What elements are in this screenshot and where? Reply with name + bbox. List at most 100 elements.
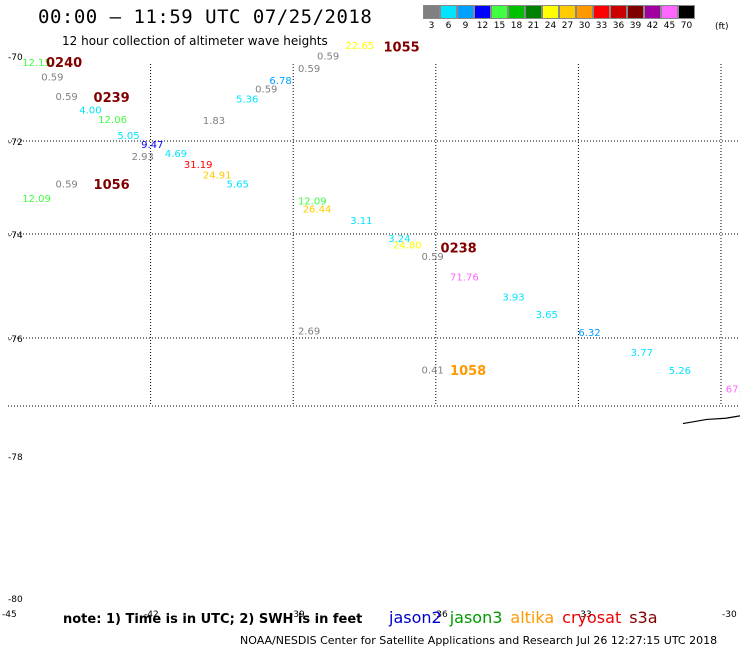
wave-height-label: 24.80	[393, 240, 422, 251]
wave-height-label: 71.76	[450, 273, 479, 284]
satellite-jason3: jason3	[449, 608, 503, 627]
pass-time-label: 0239	[94, 91, 130, 106]
wave-height-label: 0.59	[56, 92, 78, 103]
scale-label: 36	[612, 21, 625, 31]
scale-label: 70	[680, 21, 693, 31]
wave-height-label: 12.15	[22, 58, 51, 69]
wave-height-label: 31.19	[184, 160, 213, 171]
lon-tick-label: -45	[2, 610, 17, 620]
satellite-altika: altika	[510, 608, 555, 627]
scale-label: 18	[510, 21, 523, 31]
scale-units: (ft)	[715, 22, 729, 32]
wave-height-label: 0.59	[317, 52, 339, 63]
scale-label: 15	[493, 21, 506, 31]
pass-time-label: 0238	[441, 242, 477, 257]
scale-swatch	[508, 5, 525, 19]
wave-height-label: 5.05	[117, 131, 139, 142]
scale-swatch	[644, 5, 661, 19]
satellite-s3a: s3a	[629, 608, 658, 627]
wave-height-label: 5.65	[227, 179, 249, 190]
scale-level: 30	[576, 5, 593, 31]
lat-tick-label: -80	[8, 595, 23, 605]
wave-height-label: 12.09	[22, 194, 51, 205]
wave-height-label: 3.11	[350, 216, 372, 227]
wave-height-label: 12.06	[98, 115, 127, 126]
wave-height-label: 3.65	[536, 310, 558, 321]
wave-height-label: 67.2	[726, 385, 740, 396]
wave-height-label: 0.59	[255, 84, 277, 95]
scale-level: 70	[678, 5, 695, 31]
scale-level: 42	[644, 5, 661, 31]
scale-label: 42	[646, 21, 659, 31]
wave-height-label: 4.69	[165, 149, 187, 160]
scale-level: 6	[440, 5, 457, 31]
scale-swatch	[576, 5, 593, 19]
scale-level: 21	[525, 5, 542, 31]
wave-height-label: 3.24	[388, 234, 410, 245]
scale-swatch	[491, 5, 508, 19]
scale-label: 6	[445, 21, 452, 31]
lon-tick-label: -39	[290, 610, 305, 620]
scale-swatch	[627, 5, 644, 19]
scale-level: 24	[542, 5, 559, 31]
scale-label: 33	[595, 21, 608, 31]
lat-tick-label: -78	[8, 453, 23, 463]
wave-height-label: 5.26	[669, 366, 691, 377]
lat-tick-label: -74	[8, 231, 23, 241]
scale-label: 39	[629, 21, 642, 31]
scale-label: 21	[527, 21, 540, 31]
scale-label: 9	[462, 21, 469, 31]
chart-title: 00:00 — 11:59 UTC 07/25/2018	[38, 6, 373, 28]
scale-level: 27	[559, 5, 576, 31]
wave-height-label: 12.09	[298, 197, 327, 208]
wave-height-label: 0.59	[56, 179, 78, 190]
lon-tick-label: -42	[144, 610, 159, 620]
scale-level: 3	[423, 5, 440, 31]
wave-height-label: 0.41	[422, 365, 444, 376]
wave-height-label: 9.47	[141, 140, 163, 151]
scale-label: 27	[561, 21, 574, 31]
lon-tick-label: -30	[722, 610, 737, 620]
wave-height-label: 0.59	[422, 252, 444, 263]
wave-height-label: 0.59	[41, 72, 63, 83]
color-scale-legend: 3 6 9 12 15 18 21 24 27 30 33 36 39 42 45 70	[423, 5, 695, 31]
lat-tick-label: -70	[8, 53, 23, 63]
wave-height-label: 4.00	[79, 106, 101, 117]
scale-swatch	[542, 5, 559, 19]
wave-height-label: 24.91	[203, 170, 232, 181]
wave-height-label: 3.77	[631, 348, 653, 359]
wave-height-label: 3.93	[502, 292, 524, 303]
lat-tick-label: -76	[8, 335, 23, 345]
scale-label: 12	[476, 21, 489, 31]
scale-level: 39	[627, 5, 644, 31]
pass-time-label: 1056	[94, 178, 130, 193]
wave-height-label: 26.44	[303, 204, 332, 215]
scale-level: 36	[610, 5, 627, 31]
scale-label: 3	[428, 21, 435, 31]
scale-level: 15	[491, 5, 508, 31]
scale-level: 9	[457, 5, 474, 31]
pass-time-label: 1055	[384, 40, 420, 55]
satellite-jason2: jason2	[389, 608, 442, 627]
scale-swatch	[474, 5, 491, 19]
satellite-cryosat: cryosat	[562, 608, 622, 627]
scale-swatch	[457, 5, 474, 19]
wave-height-label: 22.65	[345, 41, 374, 52]
footer-credit: NOAA/NESDIS Center for Satellite Applica…	[240, 634, 718, 647]
scale-swatch	[610, 5, 627, 19]
scale-label: 45	[663, 21, 676, 31]
pass-time-label: 0240	[46, 56, 82, 71]
scale-swatch	[678, 5, 695, 19]
pass-time-label: 1058	[450, 364, 486, 379]
wave-height-label: 1.83	[203, 116, 225, 127]
scale-level: 33	[593, 5, 610, 31]
scale-label: 24	[544, 21, 557, 31]
wave-height-label: 2.69	[298, 327, 320, 338]
scale-swatch	[440, 5, 457, 19]
scale-swatch	[525, 5, 542, 19]
wave-height-label: 5.36	[236, 95, 258, 106]
lon-tick-label: -33	[577, 610, 592, 620]
coastline-segment	[682, 415, 740, 425]
